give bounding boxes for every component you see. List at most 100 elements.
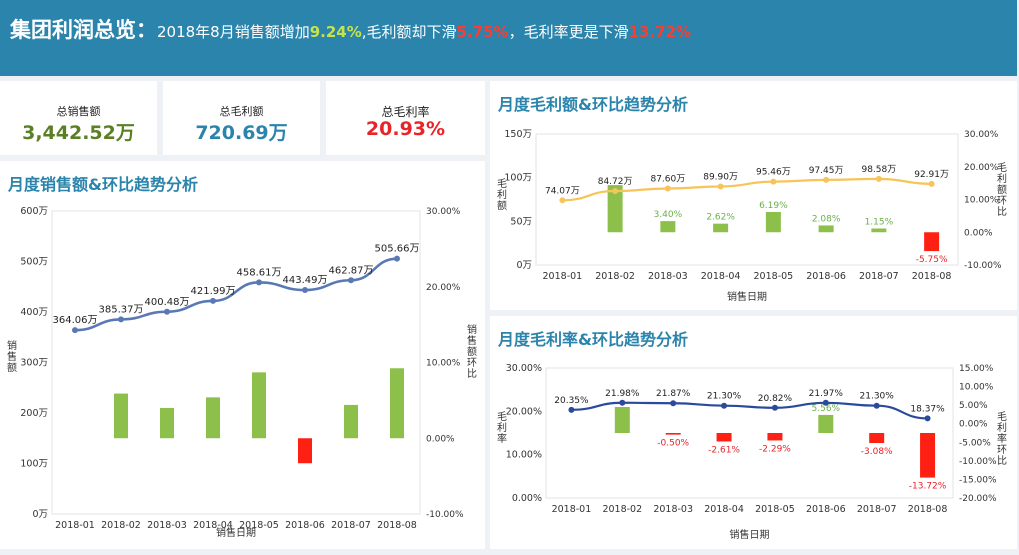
y2-tick-label: 20.00% (426, 283, 461, 293)
line-data-label: 20.35% (554, 396, 589, 406)
bar (871, 228, 887, 233)
x-tick-label: 2018-07 (857, 504, 897, 515)
sales-chart: 0万 100万 200万 300万 400万 500万 600万 -10.00% 0.00% 10… (7, 206, 477, 539)
line-data-label: 98.58万 (861, 165, 896, 175)
x-tick-label: 2018-05 (754, 271, 794, 282)
line-point (559, 197, 566, 204)
line-data-label: 87.60万 (650, 174, 685, 184)
line-point (302, 287, 308, 294)
bar-data-label: 2.08% (812, 214, 841, 224)
trend-line (562, 177, 932, 202)
y-axis-title: 率 (497, 432, 507, 445)
x-axis-title: 销售日期 (216, 526, 256, 539)
x-tick-label: 2018-02 (595, 271, 635, 282)
x-tick-label: 2018-02 (602, 504, 642, 515)
y-tick-label: 400万 (20, 307, 48, 318)
bar (765, 211, 781, 233)
x-tick-label: 2018-04 (701, 271, 741, 282)
line-point (612, 188, 619, 195)
y2-tick-label: 20.00% (964, 163, 999, 173)
y2-tick-label: 10.00% (959, 383, 994, 393)
line-point (118, 316, 124, 323)
y2-axis-title: 额 (997, 183, 1007, 196)
trend-line (571, 401, 928, 420)
y2-axis-title: 环 (997, 196, 1007, 207)
line-point (771, 404, 778, 411)
bar (344, 404, 358, 439)
y-axis-title: 售 (7, 350, 17, 363)
y-axis-title: 额 (7, 361, 17, 374)
header-banner: 集团利润总览：2018年8月销售额增加9.24%,毛利额却下滑5.75%，毛利率… (0, 0, 1017, 76)
y-tick-label: 200万 (20, 408, 48, 419)
bar (767, 433, 783, 441)
y-axis-title: 额 (497, 199, 507, 212)
y-tick-label: 30.00% (506, 363, 542, 374)
bar (160, 407, 174, 439)
chart-title: 月度毛利额&环比趋势分析 (498, 95, 688, 114)
y2-axis-title: 毛 (997, 411, 1007, 423)
bar-data-label: -13.72% (909, 482, 947, 492)
y2-axis-title: 售 (467, 334, 477, 347)
kpi-label: 总毛利率 (381, 105, 430, 119)
kpi-card-total-profit: 总毛利额 720.69万 (163, 81, 320, 155)
kpi-card-total-sales: 总销售额 3,442.52万 (0, 81, 157, 155)
header-summary: 集团利润总览：2018年8月销售额增加9.24%,毛利额却下滑5.75%，毛利率… (10, 14, 691, 44)
y2-axis-title: 比 (997, 206, 1007, 218)
bar (252, 372, 266, 439)
y2-axis-title: 额 (467, 345, 477, 358)
line-data-label: 385.37万 (99, 304, 144, 315)
summary-text-2: ,毛利额却下滑 (361, 23, 457, 41)
y2-axis-title: 利 (997, 173, 1007, 185)
bar (607, 185, 623, 233)
x-tick-label: 2018-01 (55, 520, 95, 531)
bar-data-label: 3.40% (654, 210, 683, 220)
x-axis-title: 销售日期 (727, 290, 767, 303)
y-tick-label: 20.00% (506, 406, 542, 417)
line-data-label: 400.48万 (145, 297, 190, 308)
y2-tick-label: 15.00% (959, 364, 994, 374)
y-tick-label: 100万 (504, 173, 532, 184)
y-tick-label: 0.00% (512, 493, 542, 504)
y-tick-label: 10.00% (506, 450, 542, 461)
bar (924, 232, 940, 252)
rate-chart-panel: 月度毛利率&环比趋势分析 0.00% 10.00% 20.00% 30.00% -20.… (490, 316, 1017, 549)
y2-tick-label: 0.00% (959, 420, 988, 430)
kpi-label: 总毛利额 (219, 105, 264, 118)
line-point (568, 406, 575, 413)
line-data-label: 21.98% (605, 389, 640, 399)
bar-data-label: 5.56% (812, 404, 841, 414)
y-tick-label: 100万 (20, 459, 48, 470)
x-tick-label: 2018-01 (543, 271, 583, 282)
line-data-label: 92.91万 (914, 170, 949, 180)
line-point (823, 176, 830, 183)
y2-tick-label: 0.00% (964, 228, 993, 238)
bar-data-label: -2.29% (759, 444, 791, 454)
bar-data-label: 1.15% (865, 217, 894, 227)
profit-chart-panel: 月度毛利额&环比趋势分析 0万 50万 100万 150万 -10.00% 0.00% 10… (490, 81, 1017, 310)
line-point (72, 327, 78, 334)
line-point (721, 402, 728, 409)
line-data-label: 21.30% (860, 392, 895, 402)
line-point (256, 279, 262, 286)
line-data-label: 505.66万 (375, 244, 420, 255)
x-tick-label: 2018-06 (806, 504, 846, 515)
y2-axis-title: 环 (997, 445, 1007, 456)
x-axis-title: 销售日期 (730, 528, 770, 541)
line-point (394, 255, 400, 262)
y2-axis-title: 比 (467, 368, 477, 380)
y2-axis-title: 比 (997, 455, 1007, 467)
y-axis-title: 利 (497, 422, 507, 434)
kpi-value: 3,442.52万 (22, 122, 135, 144)
bar (614, 407, 630, 433)
chart-title: 月度销售额&环比趋势分析 (8, 175, 198, 194)
line-point (873, 402, 880, 409)
page-title: 集团利润总览： (10, 18, 157, 42)
y-axis-title: 毛 (497, 411, 507, 423)
profit-decline-value: 5.75% (456, 23, 509, 41)
line-point (348, 277, 354, 284)
y2-tick-label: 5.00% (959, 401, 988, 411)
x-tick-label: 2018-03 (648, 271, 688, 282)
y-tick-label: 500万 (20, 257, 48, 268)
y2-tick-label: -15.00% (959, 475, 997, 485)
y2-axis-title: 环 (467, 358, 477, 369)
